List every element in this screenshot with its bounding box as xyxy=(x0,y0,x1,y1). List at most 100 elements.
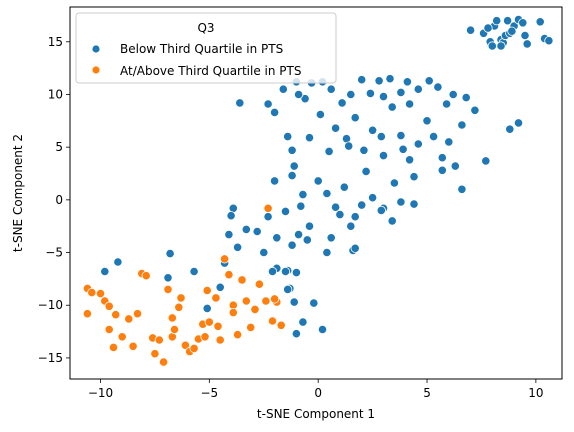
point-above-48 xyxy=(176,293,186,303)
legend-marker-above xyxy=(91,65,101,75)
point-below-122 xyxy=(165,249,175,259)
point-below-133 xyxy=(309,298,319,308)
point-above-17 xyxy=(163,284,173,294)
point-below-22 xyxy=(235,98,245,108)
plot-frame xyxy=(69,6,563,380)
point-below-47 xyxy=(293,89,304,100)
point-below-125 xyxy=(215,282,225,292)
point-below-129 xyxy=(291,267,301,278)
point-below-82 xyxy=(269,176,280,186)
point-below-24 xyxy=(278,84,288,94)
point-below-3 xyxy=(487,41,497,51)
point-below-45 xyxy=(404,99,415,109)
point-below-91 xyxy=(367,193,378,203)
point-below-108 xyxy=(224,230,234,240)
point-below-72 xyxy=(398,144,408,154)
point-above-47 xyxy=(132,309,143,319)
point-below-56 xyxy=(350,113,360,123)
point-below-59 xyxy=(378,151,389,161)
point-below-36 xyxy=(396,87,406,98)
point-above-8 xyxy=(117,332,127,342)
point-below-62 xyxy=(404,155,415,165)
point-below-120 xyxy=(113,257,123,267)
legend-label-below: Below Third Quartile in PTS xyxy=(120,42,283,56)
point-below-67 xyxy=(444,137,454,147)
point-below-76 xyxy=(505,124,515,134)
point-below-48 xyxy=(269,107,280,118)
point-below-30 xyxy=(337,98,347,108)
point-below-70 xyxy=(389,178,399,188)
point-below-15 xyxy=(522,39,532,49)
y-tick-label: −5 xyxy=(45,246,63,260)
point-below-131 xyxy=(298,317,308,327)
point-below-63 xyxy=(413,139,423,149)
point-below-14 xyxy=(520,30,530,41)
point-above-35 xyxy=(233,330,243,340)
point-below-61 xyxy=(396,131,406,141)
point-below-90 xyxy=(357,200,367,210)
point-above-28 xyxy=(204,317,214,327)
point-below-16 xyxy=(535,17,545,27)
point-below-23 xyxy=(263,99,273,109)
point-below-43 xyxy=(461,93,471,103)
point-below-68 xyxy=(450,161,460,171)
point-below-106 xyxy=(335,210,345,220)
point-below-124 xyxy=(202,303,212,313)
ticks-layer: −10 −5 0 5 10 −15 −10 −5 0 5 10 15 xyxy=(38,35,544,400)
point-above-22 xyxy=(180,340,190,350)
point-above-37 xyxy=(241,296,251,306)
point-below-89 xyxy=(350,212,360,222)
y-tick-label: −10 xyxy=(38,298,63,312)
point-above-30 xyxy=(213,321,223,331)
x-tick-label: 10 xyxy=(528,386,543,400)
legend-box xyxy=(75,12,337,84)
point-below-100 xyxy=(263,212,273,222)
point-below-75 xyxy=(481,156,491,166)
y-tick-label: 5 xyxy=(55,140,63,154)
point-above-15 xyxy=(154,335,164,345)
point-above-1 xyxy=(87,287,97,298)
point-below-121 xyxy=(100,266,110,277)
point-below-0 xyxy=(465,25,476,35)
x-axis-label: t-SNE Component 1 xyxy=(257,407,375,421)
point-below-127 xyxy=(280,266,291,277)
point-below-97 xyxy=(226,211,236,221)
point-below-60 xyxy=(387,102,397,112)
point-below-112 xyxy=(287,240,297,250)
point-above-45 xyxy=(263,203,273,213)
point-above-16 xyxy=(159,357,169,367)
point-above-24 xyxy=(189,343,199,353)
point-below-81 xyxy=(376,132,386,142)
point-below-71 xyxy=(409,172,419,182)
point-below-109 xyxy=(233,242,243,252)
point-below-20 xyxy=(483,23,493,33)
point-above-5 xyxy=(111,310,121,320)
point-above-29 xyxy=(211,293,221,303)
point-below-117 xyxy=(296,201,306,211)
y-tick-label: 15 xyxy=(48,35,63,49)
point-below-87 xyxy=(330,202,341,212)
point-below-123 xyxy=(189,266,199,277)
point-below-83 xyxy=(287,171,297,181)
point-below-58 xyxy=(367,125,378,135)
point-below-105 xyxy=(326,233,336,243)
point-below-52 xyxy=(315,109,325,120)
point-below-118 xyxy=(346,221,356,231)
point-above-2 xyxy=(95,288,106,299)
point-below-66 xyxy=(437,153,447,163)
point-below-29 xyxy=(326,84,336,94)
point-below-132 xyxy=(291,329,301,339)
point-above-39 xyxy=(250,304,260,314)
point-below-64 xyxy=(422,116,432,126)
point-below-33 xyxy=(365,88,375,99)
point-below-119 xyxy=(376,205,386,215)
point-below-86 xyxy=(322,188,332,199)
point-below-110 xyxy=(259,247,269,258)
point-above-18 xyxy=(167,313,177,323)
point-below-9 xyxy=(502,16,513,26)
point-below-21 xyxy=(507,26,517,36)
point-below-69 xyxy=(457,120,467,130)
point-above-36 xyxy=(237,275,247,285)
point-above-49 xyxy=(269,294,280,304)
point-above-21 xyxy=(174,302,184,312)
